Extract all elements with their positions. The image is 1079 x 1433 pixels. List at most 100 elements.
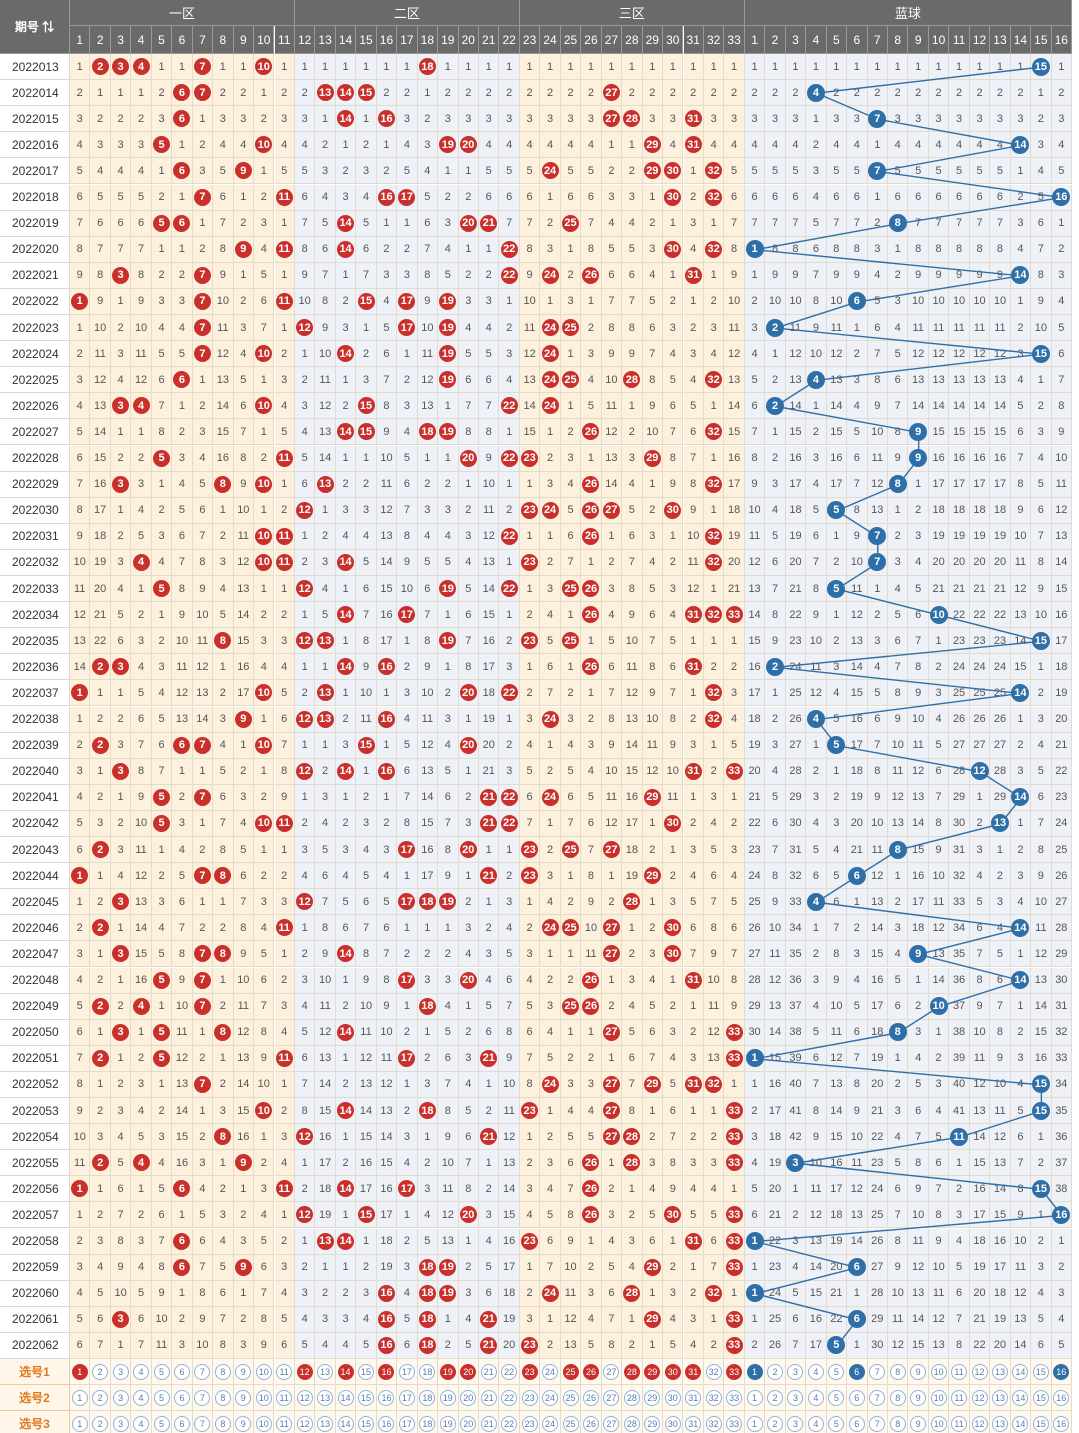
select-cell[interactable]: 8 xyxy=(213,1385,234,1412)
select-number-ball[interactable]: 16 xyxy=(1053,1415,1070,1432)
select-cell[interactable]: 25 xyxy=(560,1385,582,1412)
select-number-ball[interactable]: 28 xyxy=(623,1415,640,1432)
select-cell[interactable]: 1 xyxy=(744,1385,766,1412)
select-number-ball[interactable]: 22 xyxy=(501,1415,518,1432)
select-number-ball[interactable]: 3 xyxy=(787,1389,804,1406)
select-cell[interactable]: 4 xyxy=(131,1411,152,1433)
select-cell[interactable]: 11 xyxy=(274,1411,295,1433)
select-cell[interactable]: 16 xyxy=(376,1411,398,1433)
select-cell[interactable]: 27 xyxy=(601,1359,623,1386)
select-number-ball[interactable]: 25 xyxy=(562,1389,579,1406)
select-cell[interactable]: 14 xyxy=(335,1411,357,1433)
select-number-ball[interactable]: 1 xyxy=(746,1415,763,1432)
select-number-ball[interactable]: 15 xyxy=(358,1363,375,1380)
select-number-ball[interactable]: 5 xyxy=(153,1415,170,1432)
select-cell[interactable]: 1 xyxy=(744,1359,766,1386)
select-cell[interactable]: 9 xyxy=(233,1359,255,1386)
select-cell[interactable]: 8 xyxy=(888,1385,909,1412)
select-number-ball[interactable]: 13 xyxy=(991,1363,1008,1380)
select-number-ball[interactable]: 20 xyxy=(460,1389,477,1406)
select-cell[interactable]: 26 xyxy=(581,1385,602,1412)
select-number-ball[interactable]: 6 xyxy=(848,1363,865,1380)
select-cell[interactable]: 2 xyxy=(90,1411,111,1433)
select-number-ball[interactable]: 31 xyxy=(685,1389,702,1406)
select-number-ball[interactable]: 26 xyxy=(582,1389,599,1406)
select-cell[interactable]: 5 xyxy=(826,1359,848,1386)
select-number-ball[interactable]: 13 xyxy=(317,1415,334,1432)
select-cell[interactable]: 6 xyxy=(847,1385,868,1412)
select-number-ball[interactable]: 3 xyxy=(112,1389,129,1406)
select-number-ball[interactable]: 30 xyxy=(664,1389,681,1406)
select-cell[interactable]: 26 xyxy=(581,1411,602,1433)
select-number-ball[interactable]: 7 xyxy=(194,1363,211,1380)
select-cell[interactable]: 23 xyxy=(519,1359,541,1386)
select-cell[interactable]: 30 xyxy=(663,1411,684,1433)
select-cell[interactable]: 9 xyxy=(908,1411,929,1433)
select-number-ball[interactable]: 13 xyxy=(991,1389,1008,1406)
select-cell[interactable]: 6 xyxy=(847,1411,868,1433)
select-number-ball[interactable]: 10 xyxy=(255,1415,272,1432)
select-number-ball[interactable]: 8 xyxy=(889,1363,906,1380)
select-cell[interactable]: 1 xyxy=(70,1385,91,1412)
select-number-ball[interactable]: 16 xyxy=(378,1363,395,1380)
select-number-ball[interactable]: 14 xyxy=(337,1363,354,1380)
select-cell[interactable]: 4 xyxy=(131,1359,152,1386)
select-number-ball[interactable]: 3 xyxy=(787,1415,804,1432)
select-number-ball[interactable]: 7 xyxy=(869,1363,886,1380)
select-number-ball[interactable]: 12 xyxy=(971,1389,988,1406)
select-number-ball[interactable]: 19 xyxy=(439,1415,456,1432)
select-cell[interactable]: 10 xyxy=(254,1359,275,1386)
select-cell[interactable]: 12 xyxy=(294,1385,316,1412)
select-number-ball[interactable]: 1 xyxy=(71,1363,88,1380)
select-cell[interactable]: 1 xyxy=(70,1411,91,1433)
select-cell[interactable]: 29 xyxy=(642,1385,664,1412)
select-number-ball[interactable]: 9 xyxy=(235,1415,252,1432)
select-cell[interactable]: 29 xyxy=(642,1359,664,1386)
select-cell[interactable]: 10 xyxy=(928,1385,950,1412)
select-cell[interactable]: 14 xyxy=(335,1359,357,1386)
select-number-ball[interactable]: 14 xyxy=(1012,1363,1029,1380)
select-number-ball[interactable]: 9 xyxy=(910,1363,927,1380)
select-cell[interactable]: 7 xyxy=(192,1385,214,1412)
select-number-ball[interactable]: 29 xyxy=(644,1363,661,1380)
select-cell[interactable]: 2 xyxy=(90,1359,111,1386)
select-number-ball[interactable]: 1 xyxy=(71,1389,88,1406)
select-cell[interactable]: 27 xyxy=(601,1385,623,1412)
select-number-ball[interactable]: 7 xyxy=(869,1415,886,1432)
select-cell[interactable]: 4 xyxy=(806,1359,827,1386)
select-number-ball[interactable]: 12 xyxy=(296,1415,313,1432)
select-number-ball[interactable]: 25 xyxy=(562,1415,579,1432)
select-number-ball[interactable]: 29 xyxy=(644,1389,661,1406)
select-number-ball[interactable]: 28 xyxy=(623,1389,640,1406)
select-cell[interactable]: 30 xyxy=(663,1385,684,1412)
select-cell[interactable]: 28 xyxy=(622,1359,643,1386)
select-number-ball[interactable]: 24 xyxy=(542,1363,559,1380)
select-cell[interactable]: 13 xyxy=(315,1359,336,1386)
select-cell[interactable]: 7 xyxy=(867,1411,888,1433)
select-number-ball[interactable]: 6 xyxy=(173,1415,190,1432)
select-cell[interactable]: 15 xyxy=(1031,1359,1052,1386)
select-number-ball[interactable]: 24 xyxy=(542,1389,559,1406)
select-number-ball[interactable]: 33 xyxy=(726,1389,743,1406)
select-cell[interactable]: 1 xyxy=(70,1359,91,1386)
select-cell[interactable]: 4 xyxy=(131,1385,152,1412)
select-number-ball[interactable]: 29 xyxy=(644,1415,661,1432)
select-cell[interactable]: 5 xyxy=(826,1411,848,1433)
select-cell[interactable]: 3 xyxy=(785,1385,807,1412)
select-cell[interactable]: 13 xyxy=(990,1411,1011,1433)
select-number-ball[interactable]: 1 xyxy=(71,1415,88,1432)
select-number-ball[interactable]: 33 xyxy=(726,1363,743,1380)
select-cell[interactable]: 9 xyxy=(233,1385,255,1412)
select-cell[interactable]: 13 xyxy=(990,1359,1011,1386)
select-number-ball[interactable]: 6 xyxy=(848,1415,865,1432)
select-cell[interactable]: 33 xyxy=(724,1385,745,1412)
select-cell[interactable]: 5 xyxy=(151,1385,173,1412)
select-number-ball[interactable]: 2 xyxy=(767,1363,784,1380)
select-cell[interactable]: 4 xyxy=(806,1385,827,1412)
select-cell[interactable]: 6 xyxy=(172,1359,193,1386)
select-cell[interactable]: 16 xyxy=(376,1385,398,1412)
select-cell[interactable]: 14 xyxy=(1010,1411,1032,1433)
select-number-ball[interactable]: 1 xyxy=(746,1389,763,1406)
select-cell[interactable]: 6 xyxy=(172,1411,193,1433)
select-cell[interactable]: 6 xyxy=(847,1359,868,1386)
